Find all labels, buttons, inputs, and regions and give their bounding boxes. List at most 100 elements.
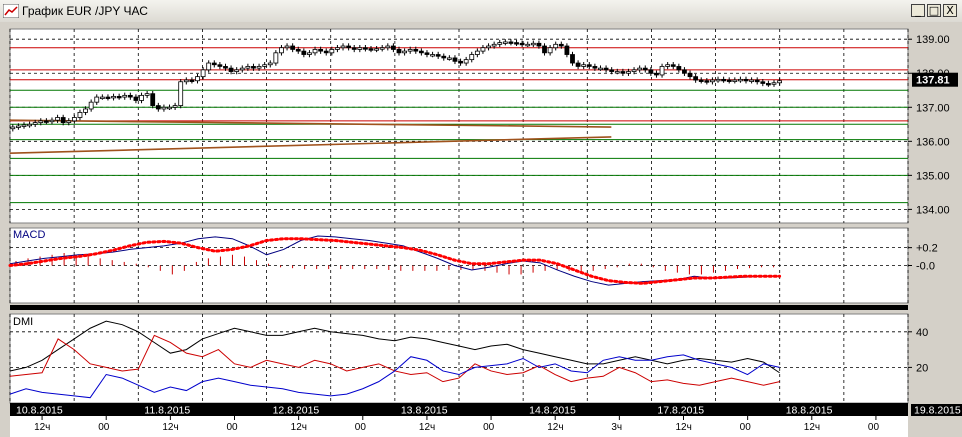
candle-body (374, 48, 380, 51)
candle-body (519, 42, 525, 46)
date-label-bg (654, 404, 719, 416)
candle-body (491, 43, 497, 47)
candle-body (144, 93, 150, 96)
macd-title: MACD (13, 229, 45, 241)
candle-body (10, 126, 16, 130)
candle-body (469, 54, 475, 61)
candle-body (71, 117, 77, 122)
candle-body (189, 79, 195, 82)
candle-body (452, 57, 458, 62)
candle-body (206, 62, 212, 71)
candle-body (586, 64, 592, 67)
candle-body (127, 94, 133, 98)
price-y-tick-label: 134.00 (916, 204, 950, 216)
candle-body (195, 76, 200, 82)
candle-body (335, 47, 340, 50)
hour-tick-label: 00 (227, 422, 239, 433)
candle-body (765, 83, 771, 86)
price-y-tick-label: 137.00 (916, 102, 950, 114)
price-y-tick-label: 136.00 (916, 136, 950, 148)
candle-body (111, 95, 116, 99)
candle-body (654, 72, 659, 76)
hour-bar (10, 416, 908, 437)
candle-body (133, 96, 139, 101)
macd-y-tick-label: +0.2 (916, 243, 938, 255)
hour-tick-label: 00 (355, 422, 367, 433)
candle-body (27, 123, 32, 127)
candle-body (670, 64, 676, 67)
candle-body (122, 94, 128, 98)
candle-body (553, 43, 559, 49)
candle-body (547, 47, 553, 54)
candle-body (21, 124, 27, 127)
candle-body (620, 71, 626, 74)
candle-body (749, 79, 755, 82)
candle-body (530, 42, 536, 46)
date-label: 18.8.2015 (786, 405, 833, 417)
candle-body (598, 67, 603, 71)
candle-body (256, 66, 262, 69)
candle-body (329, 49, 335, 54)
chart-area[interactable]: 139.00138.00137.00136.00135.00134.00137.… (0, 22, 962, 437)
candle-body (738, 78, 743, 82)
dmi-minus-di-line (9, 354, 780, 399)
dmi-y-tick-label: 40 (916, 327, 928, 339)
candle-body (648, 69, 654, 74)
candle-body (575, 62, 581, 67)
candle-body (245, 66, 251, 69)
candle-body (290, 45, 296, 50)
hour-tick-label: 12ч (676, 422, 692, 433)
date-label-bg (397, 404, 462, 416)
window-titlebar: График EUR /JPY ЧАС _ □ X (0, 0, 962, 23)
trend-line-lower (9, 136, 612, 155)
candle-body (32, 122, 38, 125)
close-button[interactable]: X (943, 4, 957, 17)
chart-app-icon (3, 4, 19, 18)
candle-body (307, 52, 312, 55)
candle-body (743, 78, 749, 82)
candle-body (105, 96, 111, 99)
macd-y-tick-label: -0.0 (916, 261, 935, 273)
candle-body (693, 76, 699, 81)
panel-separator (10, 305, 908, 310)
candle-body (542, 45, 547, 54)
candle-body (424, 52, 430, 55)
candle-body (721, 78, 727, 82)
candle-body (267, 62, 273, 66)
candle-body (312, 49, 318, 54)
candle-body (592, 66, 598, 69)
window-title: График EUR /JPY ЧАС (22, 4, 148, 18)
hour-tick-label: 00 (868, 422, 880, 433)
candle-body (385, 45, 391, 49)
candle-body (570, 54, 575, 64)
candle-body (295, 49, 301, 52)
candle-body (15, 125, 21, 128)
date-label: 14.8.2015 (529, 405, 576, 417)
candle-body (715, 78, 721, 82)
candle-body (536, 42, 542, 47)
candle-body (357, 47, 363, 50)
candle-body (284, 45, 290, 49)
last-price-label: 137.81 (916, 75, 950, 87)
candle-body (771, 82, 777, 85)
candle-body (637, 67, 643, 71)
candle-body (279, 47, 284, 54)
date-label-bg (526, 404, 591, 416)
date-label: 10.8.2015 (16, 405, 63, 417)
candle-body (55, 117, 60, 121)
minimize-button[interactable]: _ (911, 4, 925, 17)
candle-body (754, 79, 760, 83)
candle-body (368, 48, 374, 51)
maximize-button[interactable]: □ (927, 4, 941, 17)
dmi-y-tick-label: 20 (916, 362, 928, 374)
candle-body (211, 62, 217, 66)
candle-body (402, 50, 407, 54)
candle-body (251, 66, 256, 69)
hour-tick-label: 12ч (804, 422, 820, 433)
candle-body (60, 117, 66, 123)
hour-tick-label: 12ч (291, 422, 307, 433)
date-label-bg (13, 404, 77, 416)
candle-body (642, 67, 648, 71)
candle-body (161, 106, 167, 110)
candle-body (323, 50, 329, 54)
